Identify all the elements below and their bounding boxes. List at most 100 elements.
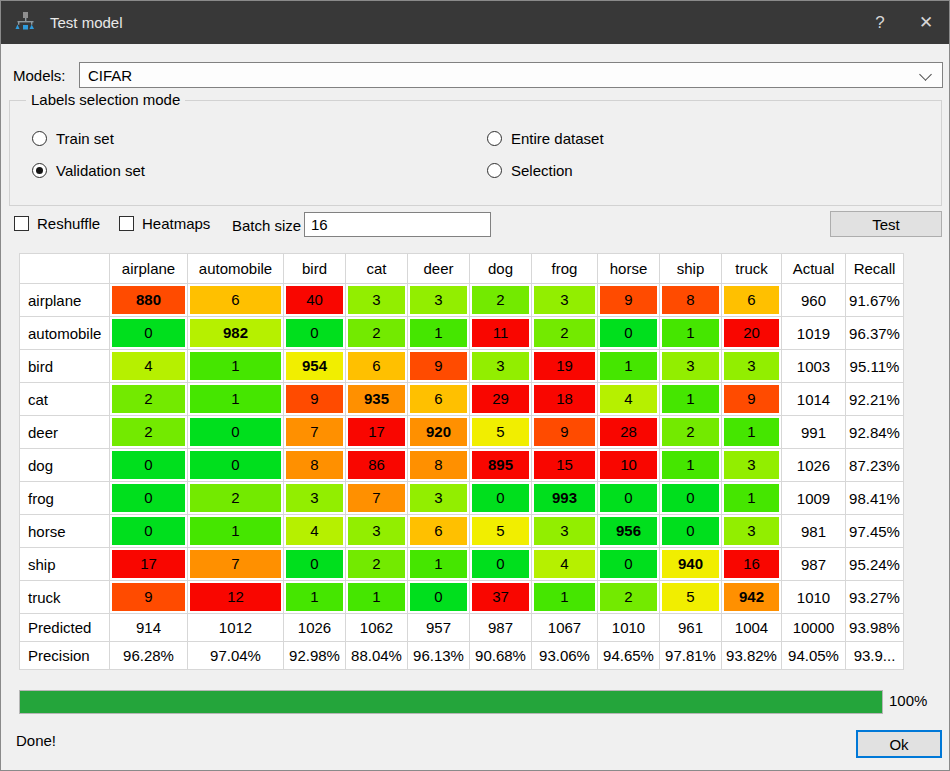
matrix-row-label: bird: [20, 350, 110, 383]
matrix-cell-value: 0: [472, 550, 529, 578]
matrix-cell: 0: [110, 449, 188, 482]
actual-cell: 1009: [782, 482, 846, 515]
matrix-cell-value: 3: [662, 352, 719, 380]
matrix-cell-value: 0: [662, 484, 719, 512]
matrix-cell: 3: [346, 515, 408, 548]
matrix-cell-value: 4: [112, 352, 185, 380]
matrix-cell-value: 7: [286, 418, 343, 446]
matrix-cell: 940: [660, 548, 722, 581]
matrix-cell: 2: [598, 581, 660, 614]
precision-cell: 96.28%: [110, 642, 188, 670]
models-combobox[interactable]: CIFAR: [79, 62, 943, 88]
radio-circle-icon[interactable]: [32, 131, 47, 146]
matrix-cell: 8: [660, 284, 722, 317]
reshuffle-checkbox[interactable]: Reshuffle: [14, 214, 100, 232]
matrix-cell: 7: [346, 482, 408, 515]
help-button[interactable]: ?: [857, 1, 903, 44]
matrix-cell-value: 1: [190, 385, 281, 413]
matrix-cell: 28: [598, 416, 660, 449]
checkbox-box-icon[interactable]: [119, 216, 134, 231]
matrix-cell: 9: [408, 350, 470, 383]
matrix-cell-value: 0: [600, 550, 657, 578]
matrix-row-label: automobile: [20, 317, 110, 350]
radio-circle-icon[interactable]: [487, 163, 502, 178]
matrix-cell-value: 0: [600, 484, 657, 512]
matrix-cell-value: 5: [662, 583, 719, 611]
matrix-cell-value: 895: [472, 451, 529, 479]
matrix-cell: 982: [188, 317, 284, 350]
matrix-cell: 3: [284, 482, 346, 515]
matrix-cell: 0: [598, 548, 660, 581]
matrix-cell: 0: [598, 482, 660, 515]
matrix-cell-value: 0: [112, 451, 185, 479]
heatmaps-checkbox[interactable]: Heatmaps: [119, 214, 210, 232]
precision-cell: 96.13%: [408, 642, 470, 670]
radio-train-set[interactable]: Train set: [32, 123, 487, 153]
precision-cell: 97.04%: [188, 642, 284, 670]
actual-cell: 1014: [782, 383, 846, 416]
radio-entire-dataset[interactable]: Entire dataset: [487, 123, 604, 153]
batch-size-input[interactable]: [304, 212, 491, 237]
matrix-cell: 1: [188, 515, 284, 548]
test-button[interactable]: Test: [830, 211, 942, 237]
predicted-cell: 961: [660, 614, 722, 642]
radio-circle-icon[interactable]: [487, 131, 502, 146]
matrix-cell: 956: [598, 515, 660, 548]
matrix-cell-value: 6: [410, 385, 467, 413]
matrix-cell-value: 20: [724, 319, 779, 347]
matrix-cell-value: 17: [112, 550, 185, 578]
radio-validation-set[interactable]: Validation set: [32, 155, 487, 185]
matrix-cell: 2: [110, 416, 188, 449]
matrix-cell-value: 15: [534, 451, 595, 479]
predicted-cell: 1062: [346, 614, 408, 642]
recall-cell: 91.67%: [846, 284, 904, 317]
radio-selection[interactable]: Selection: [487, 155, 604, 185]
ok-button[interactable]: Ok: [856, 730, 942, 758]
matrix-cell-value: 3: [534, 517, 595, 545]
checkbox-box-icon[interactable]: [14, 216, 29, 231]
matrix-cell-value: 5: [472, 418, 529, 446]
matrix-row-label: dog: [20, 449, 110, 482]
precision-cell: 88.04%: [346, 642, 408, 670]
matrix-cell: 7: [188, 548, 284, 581]
matrix-cell: 0: [110, 515, 188, 548]
matrix-cell: 942: [722, 581, 782, 614]
matrix-cell: 0: [110, 482, 188, 515]
matrix-cell-value: 1: [600, 352, 657, 380]
matrix-col-header: ship: [660, 254, 722, 284]
labels-selection-legend: Labels selection mode: [26, 91, 185, 108]
recall-cell: 93.27%: [846, 581, 904, 614]
overall-recall-cell: 93.98%: [846, 614, 904, 642]
matrix-cell-value: 2: [112, 385, 185, 413]
matrix-cell-value: 2: [534, 319, 595, 347]
radio-circle-icon[interactable]: [32, 163, 47, 178]
matrix-cell-value: 1: [190, 352, 281, 380]
matrix-cell-value: 2: [662, 418, 719, 446]
matrix-row-label: cat: [20, 383, 110, 416]
matrix-cell-value: 9: [724, 385, 779, 413]
radio-label: Selection: [511, 162, 573, 179]
matrix-cell-value: 12: [190, 583, 281, 611]
matrix-col-header: Actual: [782, 254, 846, 284]
matrix-cell-value: 1: [662, 451, 719, 479]
matrix-cell-value: 935: [348, 385, 405, 413]
actual-cell: 1003: [782, 350, 846, 383]
matrix-cell: 20: [722, 317, 782, 350]
matrix-cell-value: 1: [724, 418, 779, 446]
matrix-cell-value: 3: [410, 484, 467, 512]
matrix-cell-value: 9: [286, 385, 343, 413]
matrix-cell: 1: [660, 449, 722, 482]
model-tree-icon: [13, 9, 37, 36]
precision-cell: 94.65%: [598, 642, 660, 670]
matrix-cell-value: 6: [724, 286, 779, 314]
matrix-cell-value: 2: [348, 550, 405, 578]
matrix-cell: 19: [532, 350, 598, 383]
matrix-cell-value: 2: [348, 319, 405, 347]
chevron-down-icon[interactable]: [919, 68, 932, 81]
actual-cell: 960: [782, 284, 846, 317]
matrix-cell: 9: [722, 383, 782, 416]
predicted-row: Predicted9141012102610629579871067101096…: [20, 614, 904, 642]
close-button[interactable]: ✕: [903, 1, 949, 44]
matrix-cell-value: 4: [534, 550, 595, 578]
matrix-cell: 40: [284, 284, 346, 317]
